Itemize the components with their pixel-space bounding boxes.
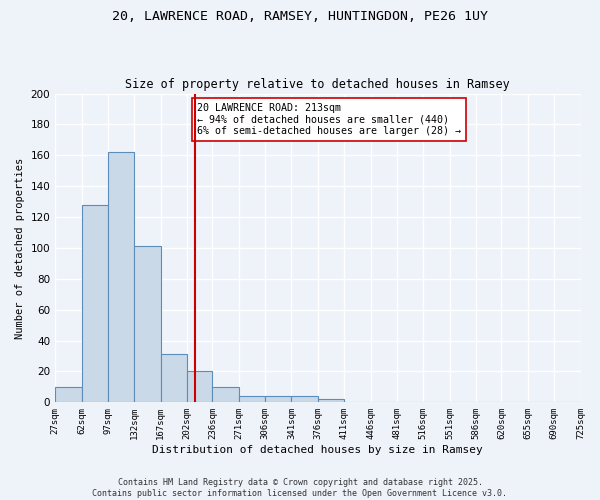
Bar [239,396,265,402]
Text: Contains HM Land Registry data © Crown copyright and database right 2025.
Contai: Contains HM Land Registry data © Crown c… [92,478,508,498]
Bar [187,372,212,402]
Bar [55,387,82,402]
Title: Size of property relative to detached houses in Ramsey: Size of property relative to detached ho… [125,78,510,91]
Bar [212,387,239,402]
Bar [108,152,134,403]
Bar [134,246,161,402]
Text: 20, LAWRENCE ROAD, RAMSEY, HUNTINGDON, PE26 1UY: 20, LAWRENCE ROAD, RAMSEY, HUNTINGDON, P… [112,10,488,23]
Bar [265,396,292,402]
Text: 20 LAWRENCE ROAD: 213sqm
← 94% of detached houses are smaller (440)
6% of semi-d: 20 LAWRENCE ROAD: 213sqm ← 94% of detach… [197,103,461,136]
Y-axis label: Number of detached properties: Number of detached properties [15,158,25,338]
Bar [82,204,108,402]
X-axis label: Distribution of detached houses by size in Ramsey: Distribution of detached houses by size … [152,445,483,455]
Bar [292,396,318,402]
Bar [318,399,344,402]
Bar [161,354,187,403]
